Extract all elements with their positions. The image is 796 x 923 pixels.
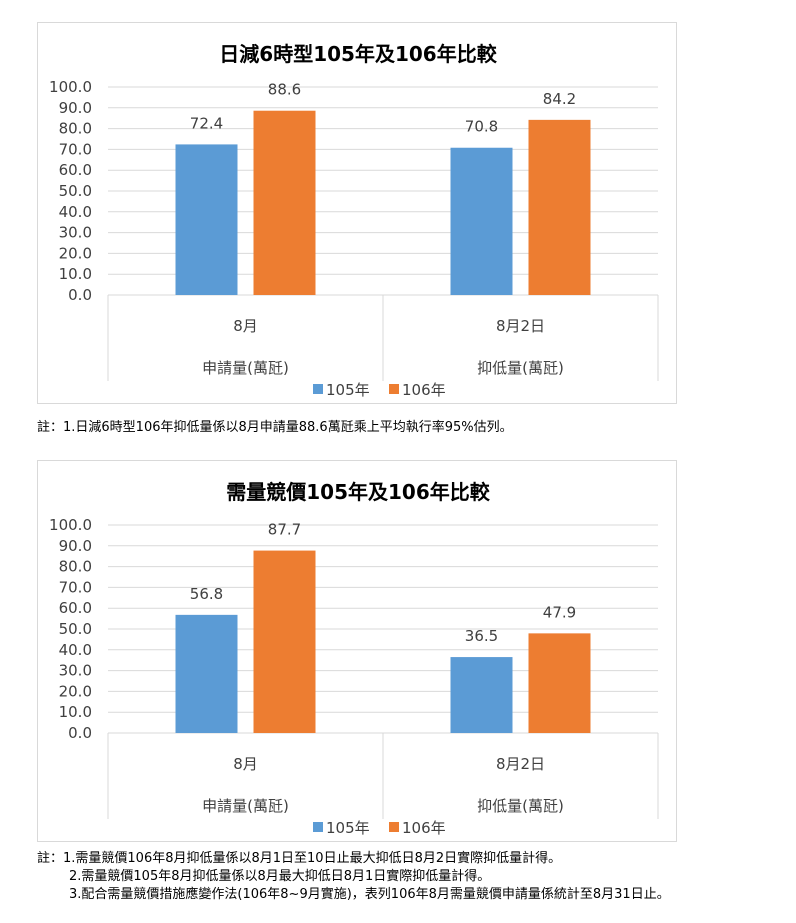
category-label: 8月 [233, 755, 258, 773]
data-label: 47.9 [543, 603, 576, 621]
note-line-1: 註：1.日減6時型106年抑低量係以8月申請量88.6萬瓩乘上平均執行率95%估… [37, 420, 513, 435]
bar [253, 110, 316, 295]
bar [528, 119, 591, 295]
y-tick-label: 10.0 [59, 265, 92, 283]
category-group-label: 申請量(萬瓩) [202, 359, 289, 377]
y-tick-label: 50.0 [59, 182, 92, 200]
y-tick-label: 0.0 [68, 286, 92, 304]
note-chart-1: 註：1.日減6時型106年抑低量係以8月申請量88.6萬瓩乘上平均執行率95%估… [37, 416, 513, 435]
chart-title: 日減6時型105年及106年比較 [219, 42, 497, 66]
note-chart-2: 註：1.需量競價106年8月抑低量係以8月1日至10日止最大抑低日8月2日實際抑… [37, 850, 670, 904]
y-tick-label: 60.0 [59, 161, 92, 179]
bar [528, 633, 591, 733]
y-tick-label: 30.0 [59, 662, 92, 680]
chart-1-svg: 日減6時型105年及106年比較 0.0 10.0 20.0 30.0 40.0 50.0 6… [49, 42, 659, 399]
chart-2-svg: 需量競價105年及106年比較 0.0 10.0 20.0 30.0 40.0 50.0 60… [49, 480, 659, 837]
data-label: 56.8 [190, 585, 223, 603]
y-tick-label: 70.0 [59, 140, 92, 158]
data-label: 70.8 [465, 118, 498, 136]
y-tick-label: 50.0 [59, 620, 92, 638]
category-label: 8月 [233, 317, 258, 335]
legend-label: 105年 [326, 381, 370, 399]
chart-title: 需量競價105年及106年比較 [226, 480, 490, 504]
y-tick-label: 20.0 [59, 682, 92, 700]
legend-swatch [313, 822, 323, 832]
chart-1: 日減6時型105年及106年比較 0.0 10.0 20.0 30.0 40.0 50.0 6… [37, 22, 677, 404]
data-label: 72.4 [190, 114, 223, 132]
y-tick-label: 30.0 [59, 224, 92, 242]
y-tick-label: 20.0 [59, 244, 92, 262]
y-tick-label: 40.0 [59, 641, 92, 659]
y-tick-label: 70.0 [59, 578, 92, 596]
y-tick-label: 80.0 [59, 120, 92, 138]
note-line-1: 註：1.需量競價106年8月抑低量係以8月1日至10日止最大抑低日8月2日實際抑… [37, 851, 562, 866]
legend-label: 106年 [402, 381, 446, 399]
legend-label: 105年 [326, 819, 370, 837]
y-tick-label: 100.0 [49, 516, 92, 534]
data-label: 84.2 [543, 90, 576, 108]
category-label: 8月2日 [496, 317, 545, 335]
y-tick-label: 40.0 [59, 203, 92, 221]
legend-swatch [389, 822, 399, 832]
category-label: 8月2日 [496, 755, 545, 773]
y-tick-label: 80.0 [59, 558, 92, 576]
chart-2: 需量競價105年及106年比較 0.0 10.0 20.0 30.0 40.0 50.0 60… [37, 460, 677, 842]
bar [450, 147, 513, 295]
bar [175, 144, 238, 295]
data-label: 36.5 [465, 627, 498, 645]
y-tick-label: 60.0 [59, 599, 92, 617]
bar [253, 550, 316, 733]
y-tick-label: 90.0 [59, 537, 92, 555]
y-tick-label: 10.0 [59, 703, 92, 721]
legend-label: 106年 [402, 819, 446, 837]
bar [175, 614, 238, 733]
category-group-label: 抑低量(萬瓩) [477, 359, 564, 377]
note-line-2: 2.需量競價105年8月抑低量係以8月最大抑低日8月1日實際抑低量計得。 [69, 869, 491, 884]
legend-swatch [313, 384, 323, 394]
bar [450, 657, 513, 733]
data-label: 87.7 [268, 521, 301, 539]
y-tick-label: 90.0 [59, 99, 92, 117]
data-label: 88.6 [268, 81, 301, 99]
y-tick-label: 100.0 [49, 78, 92, 96]
y-tick-label: 0.0 [68, 724, 92, 742]
category-group-label: 抑低量(萬瓩) [477, 797, 564, 815]
legend-swatch [389, 384, 399, 394]
note-line-3: 3.配合需量競價措施應變作法(106年8~9月實施)，表列106年8月需量競價申… [69, 887, 670, 902]
category-group-label: 申請量(萬瓩) [202, 797, 289, 815]
